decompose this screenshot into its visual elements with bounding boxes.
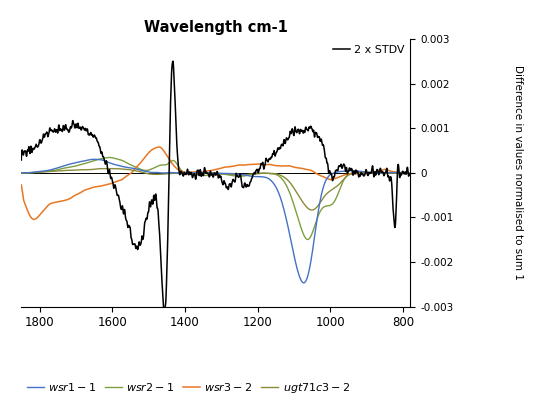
Legend: $\it{wsr1-1}$, $\it{wsr2-1}$, $\it{wsr3-2}$, $\it{ugt71c3-2}$: $\it{wsr1-1}$, $\it{wsr2-1}$, $\it{wsr3-… <box>27 380 350 393</box>
Y-axis label: Difference in values normalised to sum 1: Difference in values normalised to sum 1 <box>513 66 523 280</box>
Title: Wavelength cm-1: Wavelength cm-1 <box>144 20 288 35</box>
